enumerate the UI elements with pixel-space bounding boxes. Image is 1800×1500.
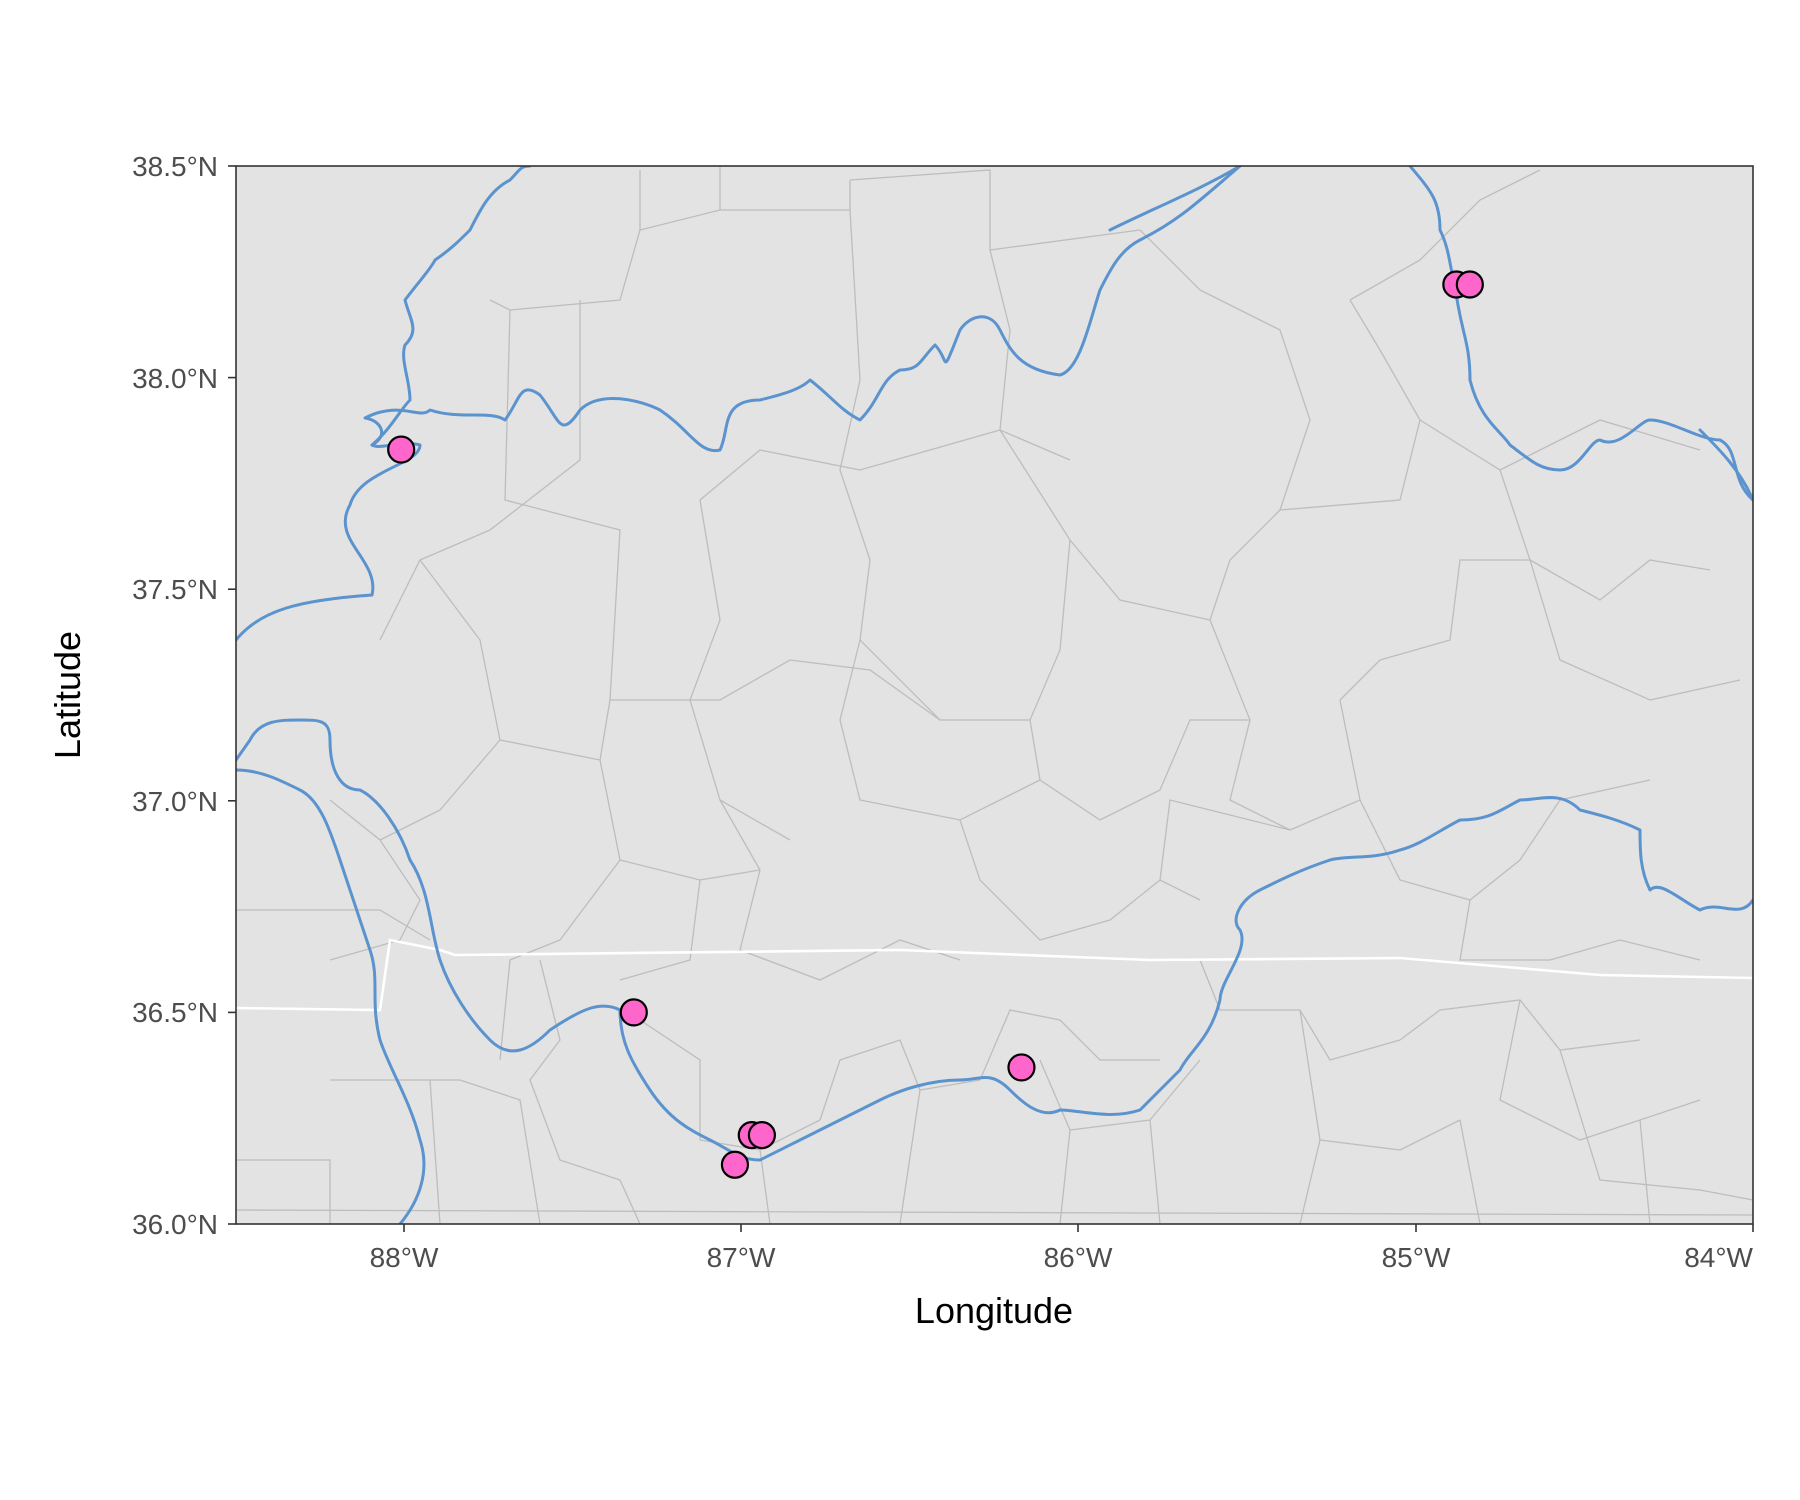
kentucky-river (1698, 428, 1753, 502)
location-point (387, 435, 416, 464)
y-tick-label: 36.0°N (132, 1209, 218, 1240)
y-axis: 36.0°N 36.5°N 37.0°N 37.5°N 38.0°N 38.5°… (132, 151, 236, 1240)
x-axis: 88°W 87°W 86°W 85°W 84°W (370, 1224, 1754, 1273)
x-tick-label: 86°W (1044, 1242, 1113, 1273)
y-tick-label: 38.5°N (132, 151, 218, 182)
location-point (720, 1150, 750, 1179)
y-tick-label: 37.5°N (132, 574, 218, 605)
x-tick-label: 84°W (1684, 1242, 1753, 1273)
wabash-river (370, 166, 532, 447)
location-point (1007, 1053, 1036, 1082)
ohio-river-upper (1408, 166, 1753, 502)
county-boundaries (236, 166, 1753, 1224)
x-tick-label: 85°W (1382, 1242, 1451, 1273)
location-point (619, 998, 648, 1027)
y-tick-label: 37.0°N (132, 786, 218, 817)
cumberland-river (236, 718, 1753, 1162)
panel-border (235, 165, 1754, 1225)
green-river (1108, 166, 1242, 232)
x-tick-label: 87°W (707, 1242, 776, 1273)
y-tick-label: 36.5°N (132, 997, 218, 1028)
map-panel (236, 166, 1753, 1224)
y-tick-label: 38.0°N (132, 363, 218, 394)
location-point (747, 1121, 776, 1150)
ohio-river (236, 166, 1242, 642)
x-axis-title: Longitude (915, 1290, 1073, 1331)
tennessee-river (236, 768, 426, 1224)
state-boundaries (236, 938, 1753, 1012)
points-layer (387, 270, 1484, 1179)
location-point (1455, 270, 1484, 299)
x-tick-label: 88°W (370, 1242, 439, 1273)
rivers (236, 166, 1753, 1224)
y-axis-title: Latitude (47, 631, 88, 759)
